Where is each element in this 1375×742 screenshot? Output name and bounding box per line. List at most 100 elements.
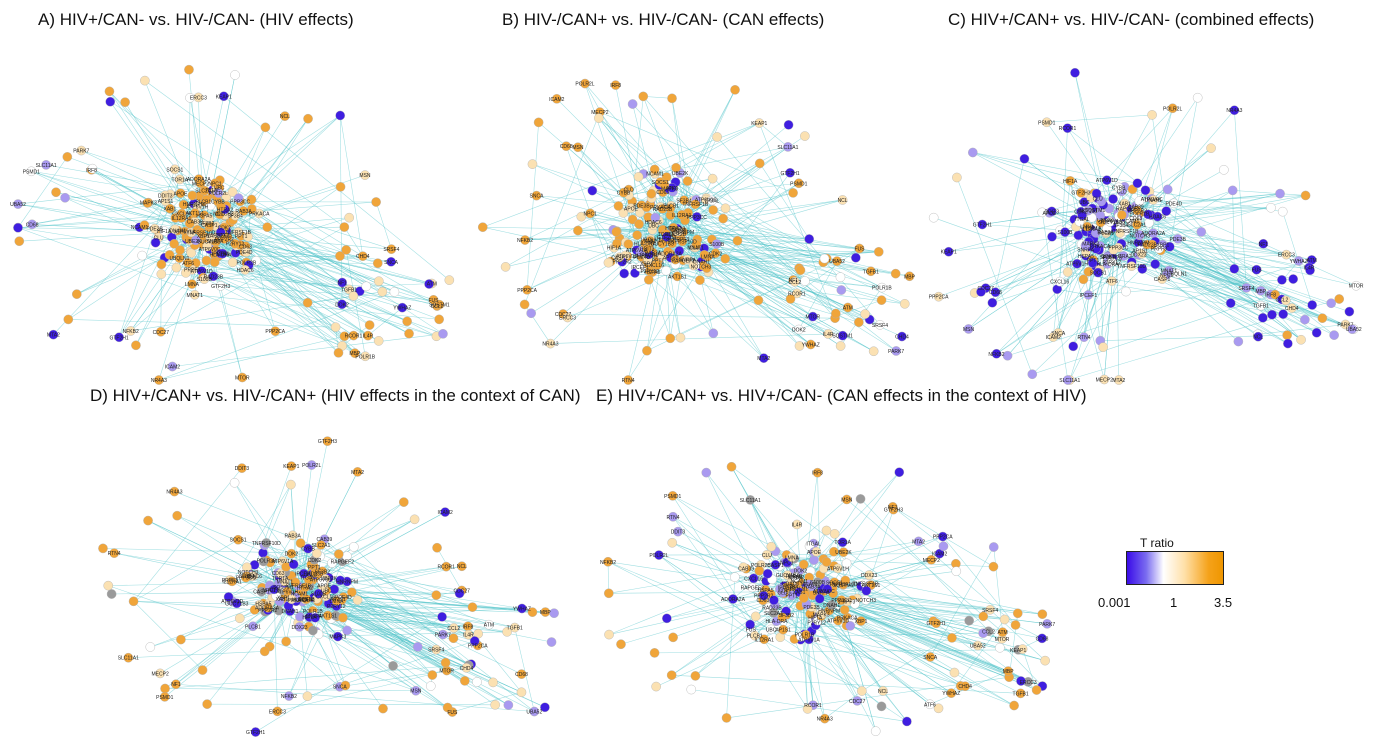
gene-label: ATM xyxy=(998,630,1008,636)
gene-node xyxy=(349,348,360,358)
gene-node xyxy=(933,703,944,714)
gene-node xyxy=(440,507,450,517)
gene-label: CLU xyxy=(762,553,772,559)
gene-label: NCL xyxy=(457,564,467,570)
gene-node xyxy=(260,122,271,133)
gene-node xyxy=(208,271,219,282)
gene-node xyxy=(661,232,672,242)
gene-node xyxy=(303,113,313,124)
gene-label: DOK2 xyxy=(1101,254,1115,260)
gene-node xyxy=(1072,258,1082,269)
gene-node xyxy=(1162,184,1173,195)
gene-node xyxy=(237,463,247,473)
gene-label: IL12RA1 xyxy=(1081,227,1101,233)
gene-label: RAB3A xyxy=(645,251,662,257)
gene-node xyxy=(123,652,134,663)
gene-node xyxy=(1283,338,1293,349)
gene-label: MBP xyxy=(904,274,916,280)
gene-node xyxy=(261,538,272,548)
gene-label: AP1S1 xyxy=(1132,248,1148,254)
gene-node xyxy=(876,701,887,712)
gene-node xyxy=(1347,324,1357,334)
gene-node xyxy=(442,702,453,713)
gene-node xyxy=(1096,196,1107,207)
gene-node xyxy=(217,248,228,259)
gene-node xyxy=(1300,314,1310,325)
gene-node xyxy=(165,203,175,214)
gene-node xyxy=(519,299,530,310)
gene-label: TGFB1 xyxy=(1013,691,1029,697)
gene-label: TNFRSF10D xyxy=(1117,264,1146,270)
gene-node xyxy=(814,593,825,604)
gene-label: PSMD1 xyxy=(790,181,807,187)
gene-label: HSPA5 xyxy=(255,601,271,607)
gene-node xyxy=(1150,259,1161,269)
gene-label: CD63 xyxy=(272,571,285,577)
gene-label: ITGAL xyxy=(205,188,220,194)
gene-node xyxy=(172,510,182,521)
gene-label: TOR1A xyxy=(172,177,189,183)
gene-label: AKT1S1 xyxy=(318,613,337,619)
gene-label: NF1 xyxy=(1259,242,1269,248)
gene-label: ICAM2 xyxy=(932,552,948,558)
gene-node xyxy=(1255,285,1266,296)
gene-label: MTA2 xyxy=(912,539,925,545)
gene-label: HSPA5 xyxy=(196,213,212,219)
gene-node xyxy=(258,556,269,567)
gene-node xyxy=(440,657,451,668)
gene-node xyxy=(1054,276,1065,287)
gene-node xyxy=(269,584,279,595)
gene-label: YWHAZ xyxy=(393,306,411,312)
gene-node xyxy=(247,204,257,214)
gene-label: UBA52 xyxy=(970,644,986,650)
network-edges xyxy=(607,466,1048,732)
gene-label: ATF6 xyxy=(1106,279,1118,285)
gene-label: HIF1A xyxy=(1063,179,1078,185)
gene-node xyxy=(791,572,801,582)
gene-label: CYBB xyxy=(211,200,225,206)
gene-label: RAB3A xyxy=(1097,230,1114,236)
gene-label: CYBB xyxy=(789,575,803,581)
gene-node xyxy=(775,584,785,594)
gene-node xyxy=(667,93,677,104)
gene-node xyxy=(1143,209,1153,220)
gene-node xyxy=(594,113,604,123)
gene-node xyxy=(748,573,759,584)
gene-node xyxy=(284,691,294,701)
gene-node xyxy=(301,594,312,604)
gene-label: FUS xyxy=(1252,268,1263,274)
gene-node xyxy=(120,97,130,107)
gene-label: CYBB xyxy=(1112,185,1126,191)
gene-label: MAPK3 xyxy=(661,187,678,193)
t-ratio-legend: T ratio 0.001 1 3.5 xyxy=(1096,536,1232,616)
gene-node xyxy=(667,537,678,548)
gene-label: NF1 xyxy=(888,505,898,511)
gene-node xyxy=(890,268,901,279)
gene-node xyxy=(357,251,368,261)
gene-label: DDIT3 xyxy=(671,530,686,536)
gene-node xyxy=(1281,249,1292,260)
gene-label: GTF2H1 xyxy=(973,222,992,228)
gene-label: PPP2CA xyxy=(468,643,488,649)
gene-node xyxy=(342,625,352,636)
gene-node xyxy=(682,176,693,186)
gene-label: PDE3B xyxy=(1170,237,1187,243)
gene-node xyxy=(441,561,452,572)
gene-label: AP1S1 xyxy=(158,199,174,205)
gene-label: MECP2 xyxy=(923,558,940,564)
gene-label: LMNA xyxy=(330,599,345,605)
gene-label: MAPK3 xyxy=(329,635,346,641)
gene-node xyxy=(690,199,701,210)
gene-node xyxy=(1266,202,1276,213)
gene-label: SLC2A1 xyxy=(640,252,659,258)
gene-label: ATP6V1A xyxy=(174,230,196,236)
gene-node xyxy=(438,329,448,339)
gene-label: CD63 xyxy=(656,190,669,196)
gene-node xyxy=(1087,258,1098,268)
gene-node xyxy=(404,328,414,339)
gene-node xyxy=(76,145,87,156)
gene-node xyxy=(71,289,82,299)
gene-node xyxy=(795,265,806,276)
gene-node xyxy=(412,642,423,652)
